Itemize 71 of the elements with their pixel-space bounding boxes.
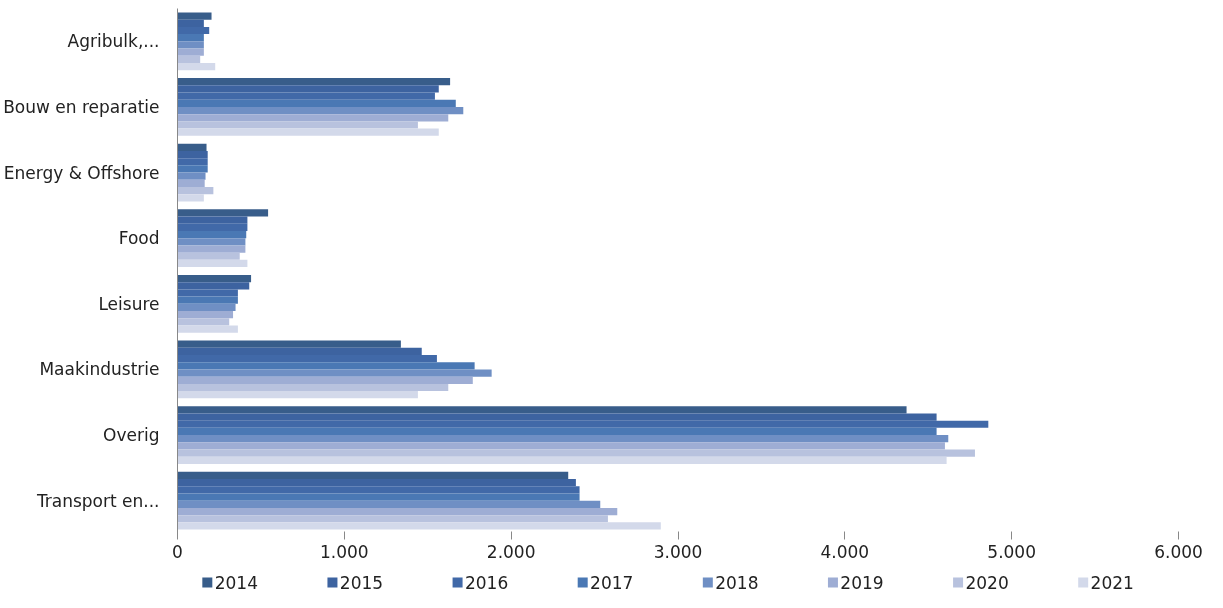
x-tick-label: 6.000 bbox=[1154, 541, 1203, 562]
bar bbox=[177, 507, 618, 516]
bar bbox=[177, 41, 204, 49]
bar bbox=[177, 303, 236, 312]
bar bbox=[177, 493, 580, 501]
bar bbox=[177, 114, 449, 122]
bar bbox=[177, 369, 492, 377]
bar bbox=[177, 325, 238, 333]
legend-label: 2020 bbox=[965, 573, 1009, 593]
x-tick-label: 1.000 bbox=[320, 541, 369, 562]
y-tick-label: Agribulk,... bbox=[67, 31, 160, 52]
bar bbox=[177, 435, 949, 443]
bar bbox=[177, 406, 907, 414]
x-tick-label: 3.000 bbox=[653, 541, 703, 562]
bar bbox=[177, 311, 234, 319]
y-tick-label: Transport en... bbox=[35, 490, 160, 511]
bar bbox=[177, 296, 238, 304]
y-tick-label: Leisure bbox=[98, 293, 160, 314]
bar bbox=[177, 245, 246, 253]
legend-label: 2021 bbox=[1090, 573, 1134, 593]
bar bbox=[177, 209, 269, 217]
legend-label: 2017 bbox=[590, 573, 634, 593]
bar bbox=[177, 391, 418, 399]
bar bbox=[177, 187, 214, 195]
legend-label: 2019 bbox=[840, 573, 884, 593]
bar bbox=[177, 376, 473, 384]
bar bbox=[177, 128, 439, 136]
bar bbox=[177, 165, 208, 173]
bar bbox=[177, 143, 207, 151]
bar bbox=[177, 121, 418, 129]
y-tick-label: Overig bbox=[103, 425, 160, 446]
bar bbox=[177, 106, 464, 115]
bar bbox=[177, 34, 204, 42]
x-tick-label: 0 bbox=[172, 541, 183, 562]
bar bbox=[177, 172, 206, 180]
x-tick-label: 2.000 bbox=[486, 541, 536, 562]
x-tick-label: 5.000 bbox=[987, 541, 1036, 562]
bar bbox=[177, 471, 569, 480]
bar bbox=[177, 340, 401, 348]
bar bbox=[177, 500, 601, 508]
bar bbox=[177, 442, 945, 450]
y-tick-label: Maakindustrie bbox=[39, 359, 160, 380]
bar bbox=[177, 194, 204, 202]
y-tick-label: Bouw en reparatie bbox=[3, 96, 160, 117]
bar bbox=[177, 55, 201, 63]
bar bbox=[177, 515, 608, 523]
bar bbox=[177, 427, 937, 436]
bar bbox=[177, 456, 947, 464]
bar bbox=[177, 362, 475, 370]
legend-label: 2014 bbox=[214, 573, 258, 593]
bar bbox=[177, 62, 216, 71]
bar bbox=[177, 274, 252, 283]
bar bbox=[177, 318, 230, 326]
bar bbox=[177, 252, 240, 260]
bar bbox=[177, 230, 247, 239]
bar bbox=[177, 449, 975, 457]
bar bbox=[177, 238, 246, 246]
legend-label: 2015 bbox=[339, 573, 384, 593]
bar bbox=[177, 48, 204, 56]
bar bbox=[177, 179, 205, 187]
y-tick-label: Food bbox=[118, 228, 160, 249]
bar bbox=[177, 12, 212, 20]
legend-label: 2016 bbox=[464, 573, 509, 593]
bar bbox=[177, 259, 248, 268]
x-tick-label: 4.000 bbox=[820, 541, 870, 562]
legend-label: 2018 bbox=[715, 573, 759, 593]
bar bbox=[177, 522, 661, 530]
bar bbox=[177, 99, 456, 107]
bar bbox=[177, 383, 449, 392]
bar bbox=[177, 78, 451, 86]
y-tick-label: Energy & Offshore bbox=[3, 162, 160, 183]
